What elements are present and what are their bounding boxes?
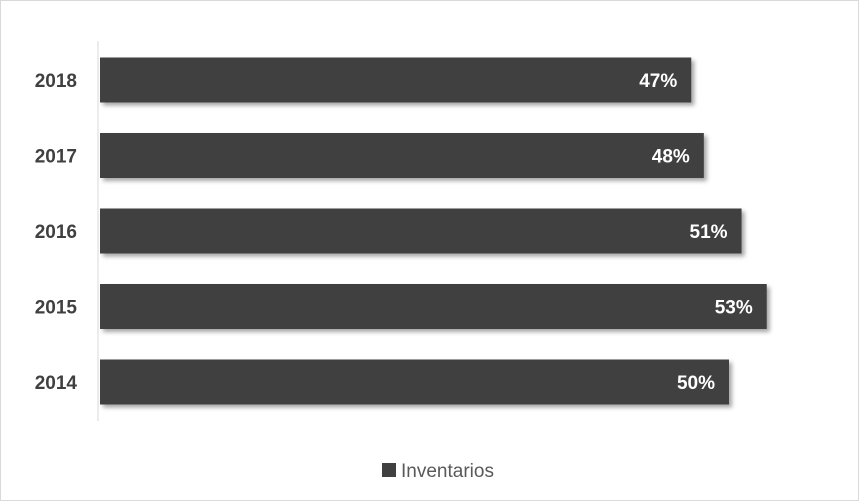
category-label-2015: 2015 [35, 298, 78, 319]
bar-2017 [100, 133, 704, 178]
bar-2014 [100, 359, 729, 405]
category-label-2018: 2018 [35, 71, 77, 92]
value-label-2016: 51% [690, 222, 728, 243]
value-label-2014: 50% [677, 373, 715, 394]
legend-swatch [382, 463, 396, 477]
bar-2016 [100, 208, 742, 254]
legend-label: Inventarios [401, 461, 494, 482]
value-label-2018: 47% [639, 71, 677, 92]
category-label-2017: 2017 [35, 147, 77, 168]
bar-2018 [100, 57, 692, 103]
bar-2015 [100, 284, 767, 329]
bars-layer: 47% 2018 48% 2017 51% 2016 53% 2015 50% 2014 [35, 57, 767, 405]
value-label-2017: 48% [652, 147, 690, 168]
category-label-2014: 2014 [35, 373, 78, 394]
category-label-2016: 2016 [35, 222, 77, 243]
legend: Inventarios [382, 461, 494, 482]
value-label-2015: 53% [715, 298, 753, 319]
